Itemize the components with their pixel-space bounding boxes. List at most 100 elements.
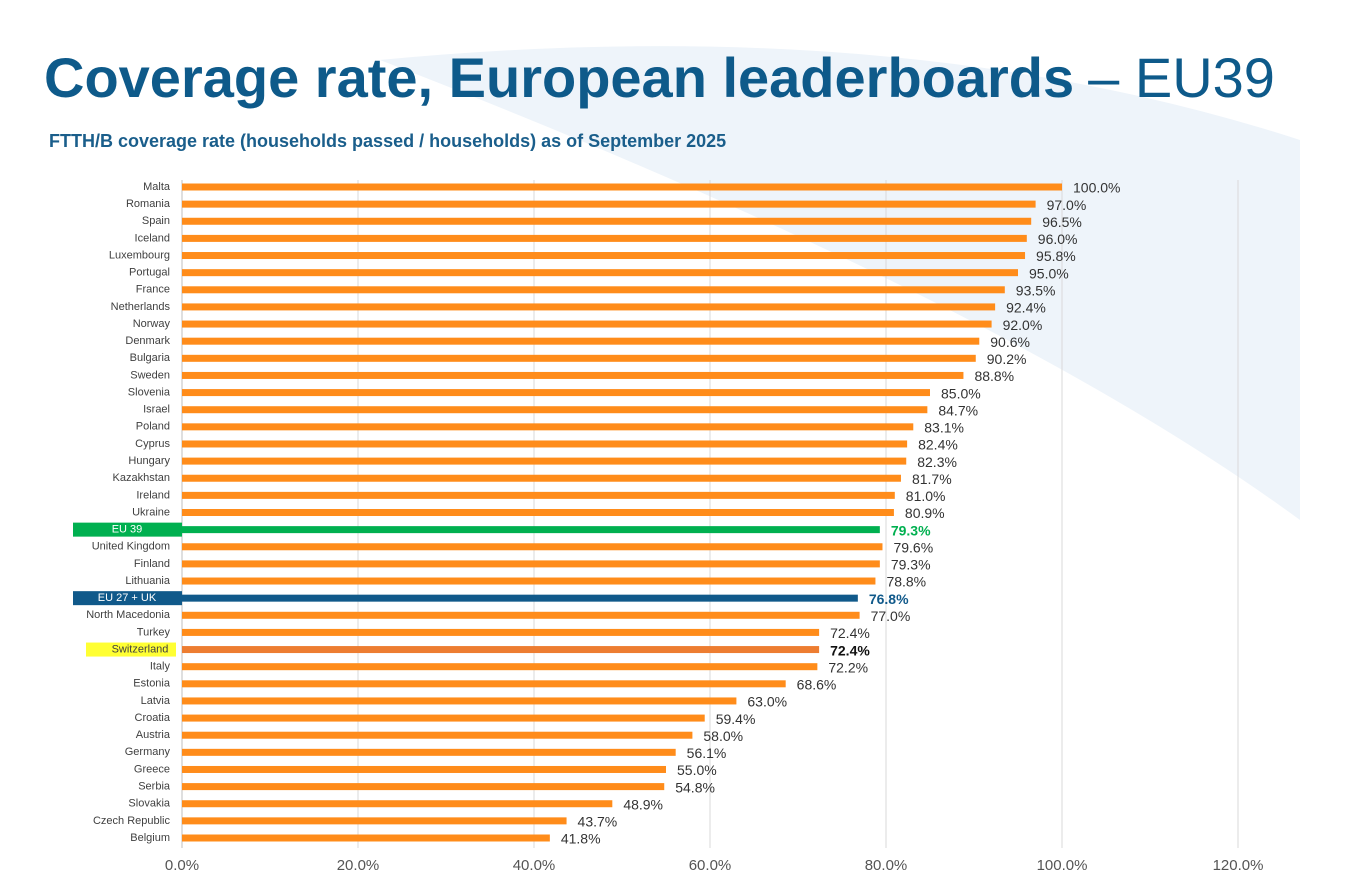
data-label: 90.6%	[990, 334, 1030, 350]
data-label: 81.7%	[912, 471, 952, 487]
y-tick-label: Italy	[150, 661, 171, 673]
bar	[182, 457, 907, 465]
y-tick-label: Latvia	[141, 695, 171, 707]
data-label: 72.2%	[828, 659, 868, 675]
bar	[182, 731, 693, 739]
data-label: 55.0%	[677, 762, 717, 778]
bar	[182, 783, 665, 791]
title-main: Coverage rate, European leaderboards	[44, 46, 1074, 109]
data-label: 77.0%	[871, 608, 911, 624]
bar	[182, 714, 705, 722]
x-tick-label: 40.0%	[513, 857, 556, 874]
y-tick-label: Portugal	[129, 267, 170, 279]
bar	[182, 423, 914, 431]
y-tick-label: EU 27 + UK	[98, 592, 157, 604]
x-tick-label: 20.0%	[337, 857, 380, 874]
y-tick-label: France	[136, 284, 170, 296]
y-tick-label: Spain	[142, 215, 170, 227]
data-label: 96.0%	[1038, 231, 1078, 247]
y-tick-label: Poland	[136, 421, 170, 433]
y-tick-label: Switzerland	[112, 643, 169, 655]
data-label: 68.6%	[797, 677, 837, 693]
y-tick-label: Bulgaria	[130, 352, 171, 364]
y-tick-label: Slovenia	[128, 386, 171, 398]
bar	[182, 560, 880, 568]
bar	[182, 765, 666, 773]
y-tick-label: Belgium	[130, 832, 170, 844]
bar	[182, 697, 737, 705]
data-label: 58.0%	[703, 728, 743, 744]
bar	[182, 611, 860, 619]
y-tick-label: Croatia	[135, 712, 171, 724]
data-label: 85.0%	[941, 385, 981, 401]
category-highlight	[86, 642, 176, 657]
y-tick-label: Serbia	[138, 781, 171, 793]
bar	[182, 663, 818, 671]
data-label: 93.5%	[1016, 282, 1056, 298]
category-highlight	[73, 591, 182, 606]
y-tick-label: Turkey	[137, 626, 171, 638]
bar	[182, 543, 883, 551]
x-tick-label: 60.0%	[689, 857, 732, 874]
bar	[182, 577, 876, 585]
title-suffix: – EU39	[1088, 46, 1275, 109]
y-tick-label: Czech Republic	[93, 815, 171, 827]
y-tick-label: Greece	[134, 763, 170, 775]
chart-subtitle: FTTH/B coverage rate (households passed …	[49, 131, 726, 151]
data-label: 43.7%	[578, 814, 618, 830]
y-tick-label: Ireland	[136, 489, 170, 501]
bar	[182, 474, 901, 482]
chart-title: Coverage rate, European leaderboards – EU…	[44, 46, 1275, 109]
data-label: 78.8%	[886, 574, 926, 590]
bar	[182, 320, 992, 328]
data-label: 63.0%	[747, 694, 787, 710]
y-tick-label: Austria	[136, 729, 171, 741]
y-tick-label: Malta	[143, 181, 171, 193]
background-swoosh	[380, 46, 1300, 520]
bar	[182, 491, 895, 499]
bar	[182, 406, 928, 414]
data-label: 41.8%	[561, 831, 601, 847]
bar	[182, 526, 880, 534]
bar	[182, 594, 858, 602]
bar	[182, 303, 996, 311]
category-highlight	[73, 522, 182, 537]
bar	[182, 680, 786, 688]
data-label: 97.0%	[1047, 197, 1087, 213]
bar	[182, 389, 930, 397]
y-tick-label: Sweden	[130, 369, 170, 381]
bar	[182, 646, 820, 654]
bar	[182, 748, 676, 756]
y-tick-label: Norway	[133, 318, 171, 330]
data-label: 80.9%	[905, 505, 945, 521]
data-label: 59.4%	[716, 711, 756, 727]
data-label: 92.4%	[1006, 300, 1046, 316]
bar	[182, 252, 1026, 260]
data-label: 90.2%	[987, 351, 1027, 367]
data-label: 79.3%	[891, 557, 931, 573]
data-label: 79.3%	[891, 522, 931, 538]
y-tick-label: Denmark	[125, 335, 170, 347]
bar	[182, 628, 820, 636]
data-label: 72.4%	[830, 642, 870, 658]
bar	[182, 337, 980, 345]
bar	[182, 217, 1032, 225]
y-tick-label: Hungary	[128, 455, 170, 467]
y-tick-label: Estonia	[133, 678, 171, 690]
bar	[182, 440, 908, 448]
bar	[182, 234, 1027, 242]
data-label: 92.0%	[1003, 317, 1043, 333]
x-tick-label: 0.0%	[165, 857, 199, 874]
data-label: 82.3%	[917, 454, 957, 470]
bar	[182, 817, 567, 825]
bar	[182, 371, 964, 379]
y-tick-label: Finland	[134, 558, 170, 570]
data-label: 56.1%	[687, 745, 727, 761]
data-label: 95.0%	[1029, 265, 1069, 281]
data-label: 72.4%	[830, 625, 870, 641]
data-label: 54.8%	[675, 779, 715, 795]
bar	[182, 183, 1062, 191]
y-tick-label: Netherlands	[111, 301, 171, 313]
